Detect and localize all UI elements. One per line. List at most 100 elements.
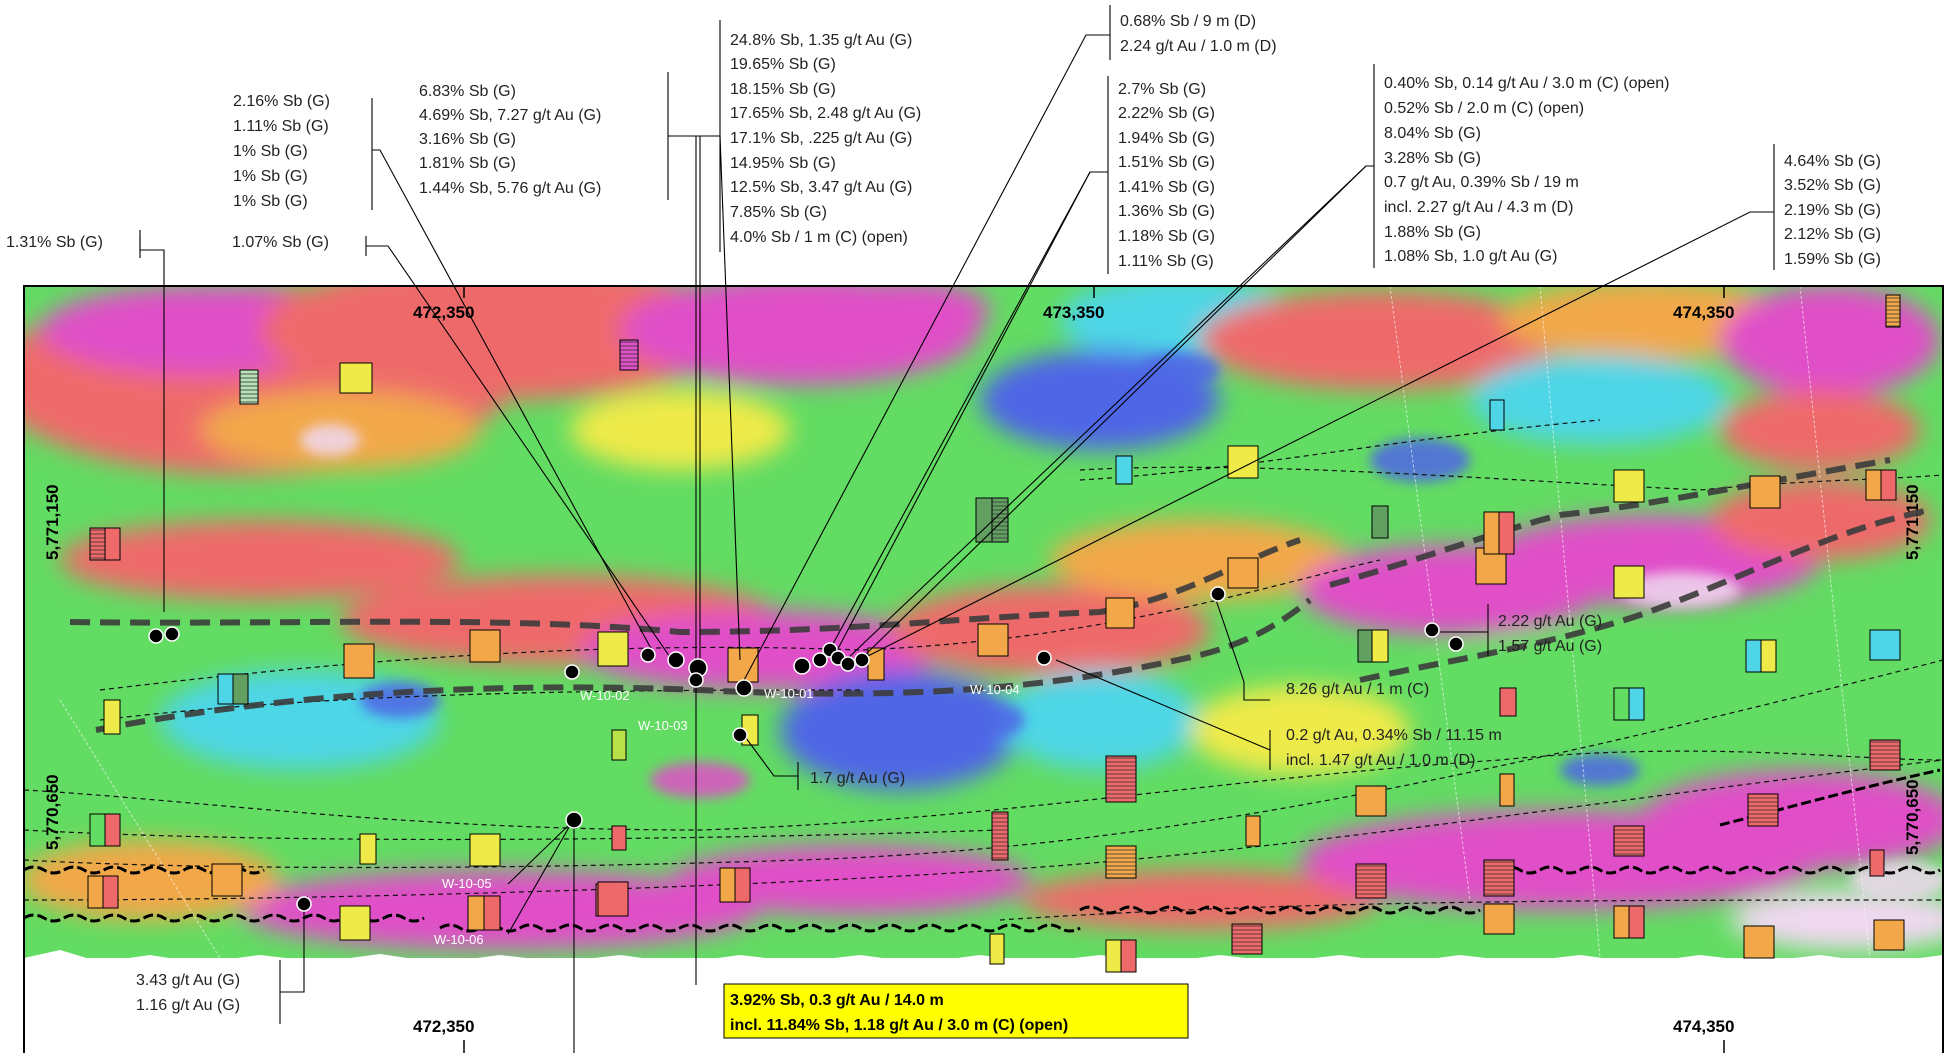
highlight-callout: 3.92% Sb, 0.3 g/t Au / 14.0 m incl. 11.8… [723, 983, 1189, 1039]
trench-box [1105, 845, 1137, 879]
trench-box [339, 905, 371, 941]
callout-line: 3.16% Sb (G) [419, 131, 516, 148]
callout-line: 2.19% Sb (G) [1784, 202, 1881, 219]
callout-line: 1.18% Sb (G) [1118, 228, 1215, 245]
callout-line: 0.7 g/t Au, 0.39% Sb / 19 m [1384, 174, 1579, 191]
highlight-line: 3.92% Sb, 0.3 g/t Au / 14.0 m [730, 992, 944, 1009]
geologic-contacts [69, 457, 1931, 733]
easting-label-2: 473,350 [1043, 303, 1104, 322]
map-bottom-edge [24, 950, 1943, 965]
grid-ticks [463, 286, 1725, 1053]
trench-box [991, 811, 1009, 861]
trench-box [89, 813, 121, 847]
callout-line: 3.43 g/t Au (G) [136, 972, 240, 989]
callout-line: 1.7 g/t Au (G) [810, 770, 905, 787]
trench-box [1613, 469, 1645, 503]
trench-box [1231, 923, 1263, 955]
trench-box [989, 933, 1005, 965]
callout-line: 1.51% Sb (G) [1118, 154, 1215, 171]
callout-2-7-sb: 2.7% Sb (G) 2.22% Sb (G) 1.94% Sb (G) 1.… [1118, 81, 1215, 270]
callout-line: 0.52% Sb / 2.0 m (C) (open) [1384, 100, 1584, 117]
callout-line: 17.65% Sb, 2.48 g/t Au (G) [730, 105, 921, 122]
trench-box [239, 369, 259, 405]
callout-24-8-sb: 24.8% Sb, 1.35 g/t Au (G) 19.65% Sb (G) … [730, 32, 921, 246]
callout-line: 19.65% Sb (G) [730, 56, 836, 73]
trench-box [619, 339, 639, 371]
callout-0-40-sb: 0.40% Sb, 0.14 g/t Au / 3.0 m (C) (open)… [1384, 75, 1669, 265]
trench-box [977, 623, 1009, 657]
trench-box [89, 527, 121, 561]
callout-line: 2.16% Sb (G) [233, 93, 330, 110]
callout-line: 2.7% Sb (G) [1118, 81, 1206, 98]
trench-box [1865, 469, 1897, 501]
trench-box [1357, 629, 1389, 663]
callout-2-22-au: 2.22 g/t Au (G) 1.57 g/t Au (G) [1498, 613, 1602, 655]
drill-hole-label: W-10-02 [580, 688, 630, 703]
trench-box [469, 629, 501, 663]
trench-box [1885, 294, 1901, 328]
trench-box [1613, 905, 1645, 939]
trench-box [87, 875, 119, 909]
callout-line: 2.24 g/t Au / 1.0 m (D) [1120, 38, 1277, 55]
callout-line: 4.0% Sb / 1 m (C) (open) [730, 229, 908, 246]
trench-box [597, 631, 629, 667]
trench-box [1483, 859, 1515, 897]
callout-line: 8.04% Sb (G) [1384, 125, 1481, 142]
trench-box [1483, 511, 1515, 555]
callout-line: 1% Sb (G) [233, 143, 308, 160]
trench-box [1869, 849, 1885, 877]
callout-1-7-au: 1.7 g/t Au (G) [810, 770, 905, 787]
trench-box [343, 643, 375, 679]
callout-line: 0.40% Sb, 0.14 g/t Au / 3.0 m (C) (open) [1384, 75, 1669, 92]
trench-box [469, 833, 501, 867]
trench-box [339, 362, 373, 394]
trench-box [867, 647, 885, 681]
callout-line: 4.64% Sb (G) [1784, 153, 1881, 170]
easting-label-bottom-2: 474,350 [1673, 1017, 1734, 1036]
drill-hole-label: W-10-05 [442, 876, 492, 891]
callout-line: 1.07% Sb (G) [232, 234, 329, 251]
trench-box [611, 729, 627, 761]
callout-line: 17.1% Sb, .225 g/t Au (G) [730, 130, 912, 147]
callout-line: 0.2 g/t Au, 0.34% Sb / 11.15 m [1286, 727, 1502, 744]
callout-line: 2.12% Sb (G) [1784, 226, 1881, 243]
trench-box [1745, 639, 1777, 673]
callout-line: 8.26 g/t Au / 1 m (C) [1286, 681, 1429, 698]
trench-box [1483, 903, 1515, 935]
callout-0-2-au: 0.2 g/t Au, 0.34% Sb / 11.15 m incl. 1.4… [1286, 727, 1502, 769]
sample-points [148, 586, 1464, 912]
drill-hole-label: W-10-06 [434, 932, 484, 947]
trench-box [1105, 597, 1135, 629]
trench-box [1743, 925, 1775, 959]
trench-box [1355, 785, 1387, 817]
assay-callouts: 1.31% Sb (G) 2.16% Sb (G) 1.11% Sb (G) 1… [6, 13, 1881, 1014]
callout-line: 24.8% Sb, 1.35 g/t Au (G) [730, 32, 912, 49]
trench-box [1245, 815, 1261, 847]
callout-line: 6.83% Sb (G) [419, 83, 516, 100]
callout-line: 7.85% Sb (G) [730, 204, 827, 221]
trench-symbols [87, 294, 1905, 973]
callout-2-16-sb: 2.16% Sb (G) 1.11% Sb (G) 1% Sb (G) 1% S… [233, 93, 330, 210]
highlight-line: incl. 11.84% Sb, 1.18 g/t Au / 3.0 m (C)… [730, 1017, 1068, 1034]
trench-box [1499, 773, 1515, 807]
callout-line: 12.5% Sb, 3.47 g/t Au (G) [730, 179, 912, 196]
trench-box [1873, 919, 1905, 951]
callout-line: 1.41% Sb (G) [1118, 179, 1215, 196]
northing-label-right-1: 5,771,150 [1903, 484, 1922, 560]
callout-1-07-sb: 1.07% Sb (G) [232, 234, 329, 251]
callout-8-26-au: 8.26 g/t Au / 1 m (C) [1286, 681, 1429, 698]
easting-label-1: 472,350 [413, 303, 474, 322]
trench-box [467, 895, 501, 931]
trench-box [1747, 793, 1779, 827]
trench-box [103, 699, 121, 735]
callout-line: 1.94% Sb (G) [1118, 130, 1215, 147]
drill-hole-label: W-10-01 [764, 686, 814, 701]
callout-line: 0.68% Sb / 9 m (D) [1120, 13, 1256, 30]
trench-box [1227, 557, 1259, 589]
callout-line: 1.11% Sb (G) [233, 118, 329, 135]
callout-line: 1.81% Sb (G) [419, 155, 516, 172]
trench-box [1869, 739, 1901, 771]
drill-hole-labels: W-10-02 W-10-01 W-10-03 W-10-04 W-10-05 … [434, 682, 1020, 947]
trench-box [1355, 863, 1387, 899]
